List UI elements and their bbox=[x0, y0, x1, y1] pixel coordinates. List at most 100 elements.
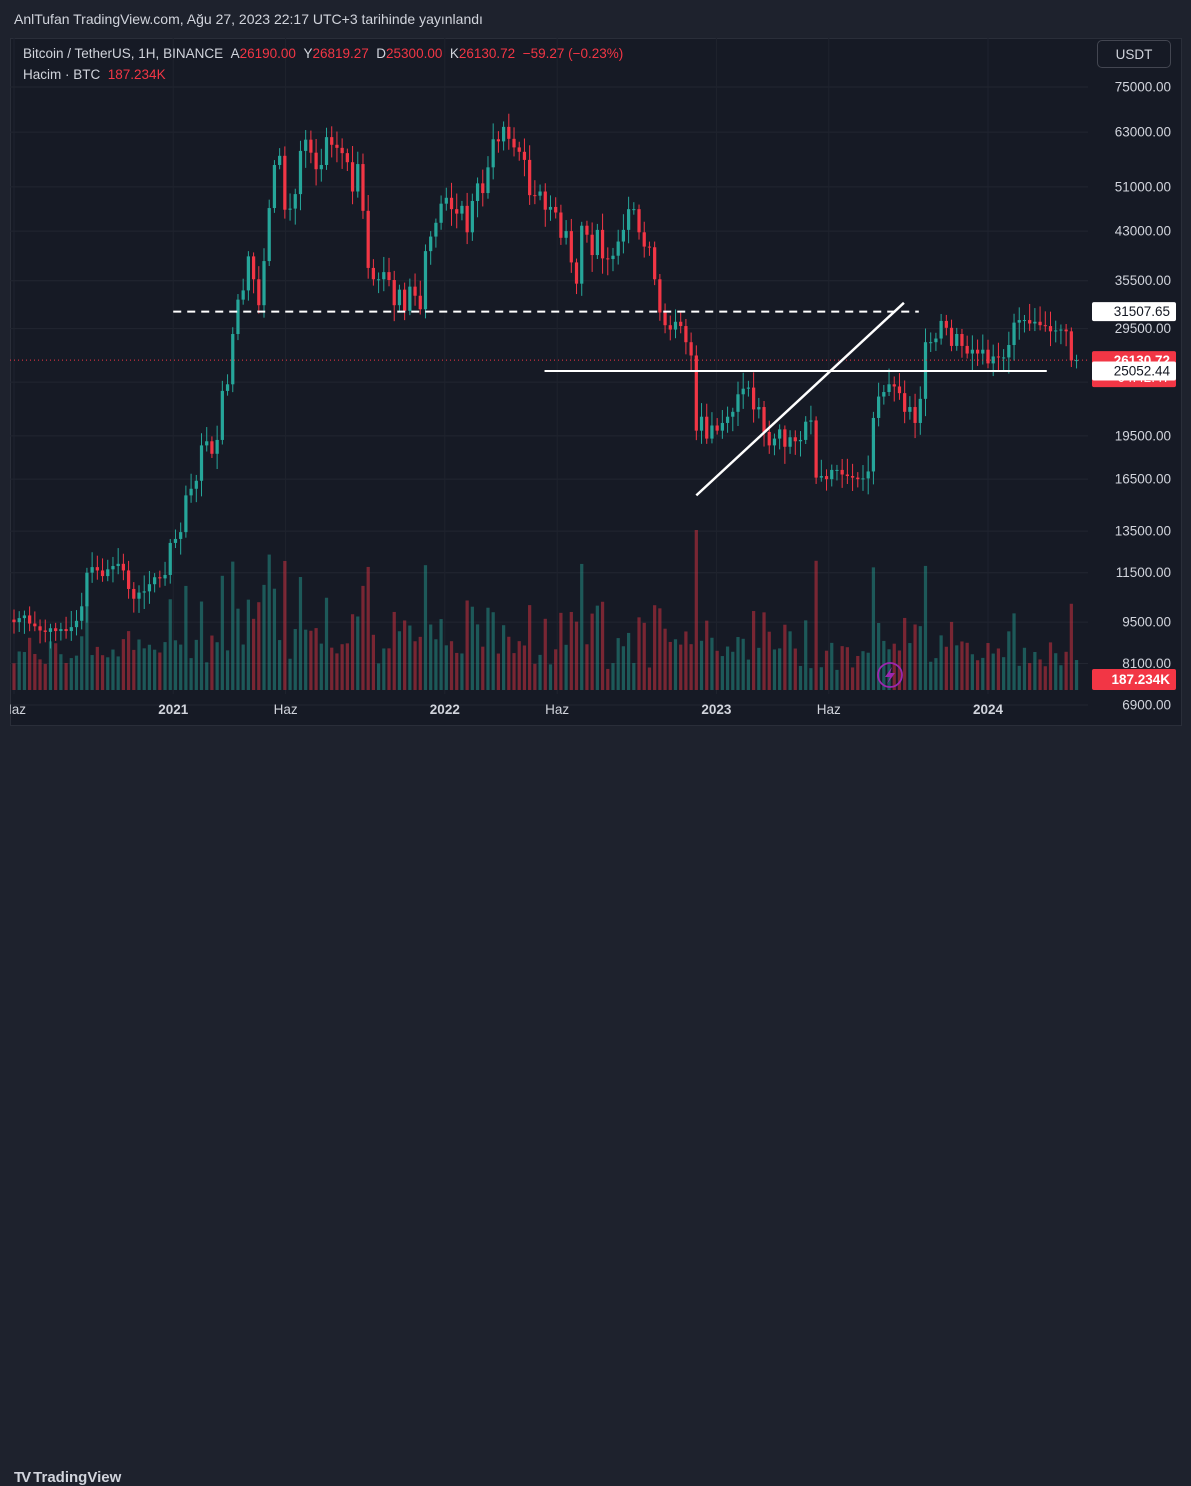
volume-bar bbox=[80, 636, 84, 690]
volume-bar bbox=[304, 629, 308, 690]
volume-bar bbox=[679, 644, 683, 690]
candle bbox=[606, 258, 610, 260]
candle bbox=[324, 137, 329, 165]
volume-bar bbox=[403, 620, 407, 690]
candle bbox=[814, 420, 818, 478]
candle bbox=[345, 153, 349, 163]
volume-label[interactable]: Hacim · BTC bbox=[23, 67, 101, 82]
candle bbox=[595, 229, 599, 256]
lightning-icon[interactable] bbox=[877, 662, 903, 688]
volume-bar bbox=[189, 658, 193, 690]
volume-bar bbox=[429, 624, 433, 690]
volume-bar bbox=[819, 667, 823, 690]
candle bbox=[33, 623, 37, 627]
volume-bar bbox=[814, 560, 818, 690]
volume-bar bbox=[153, 649, 157, 690]
volume-bar bbox=[637, 617, 641, 690]
candle bbox=[798, 439, 803, 442]
volume-bar bbox=[585, 644, 589, 690]
volume-bar bbox=[1069, 603, 1073, 690]
volume-bar bbox=[746, 659, 751, 690]
symbol-name[interactable]: Bitcoin / TetherUS, 1H, BINANCE bbox=[23, 46, 224, 61]
volume-bar bbox=[595, 605, 599, 690]
candle bbox=[1007, 344, 1011, 358]
candle bbox=[481, 183, 485, 194]
volume-bar bbox=[74, 655, 79, 690]
volume-bar bbox=[22, 652, 27, 690]
volume-bar bbox=[288, 658, 292, 690]
volume-bar bbox=[908, 643, 912, 690]
y-tick-label: 19500.00 bbox=[1115, 428, 1171, 443]
candle bbox=[528, 159, 532, 196]
volume-bar bbox=[991, 653, 995, 690]
volume-bar bbox=[830, 642, 834, 690]
volume-bar bbox=[298, 577, 303, 690]
price-chart[interactable]: 6900.00 8100.00 9500.00 11500.00 13500.00 165… bbox=[10, 38, 1182, 726]
volume-bar bbox=[871, 567, 876, 690]
volume-bar bbox=[361, 585, 365, 690]
candle bbox=[340, 147, 344, 154]
candle bbox=[689, 342, 693, 356]
candle bbox=[1074, 360, 1079, 362]
volume-bar bbox=[335, 653, 339, 690]
x-tick-label: Haz bbox=[817, 702, 841, 717]
volume-bar bbox=[293, 629, 297, 690]
candle bbox=[111, 566, 115, 570]
volume-bar bbox=[28, 637, 32, 690]
lightning-icon-ring bbox=[877, 662, 903, 688]
y-tick-label: 43000.00 bbox=[1115, 224, 1171, 239]
volume-axis-label bbox=[1092, 669, 1176, 690]
volume-bar bbox=[944, 646, 948, 690]
volume-bar bbox=[835, 669, 839, 690]
candle bbox=[554, 206, 558, 213]
candle bbox=[205, 441, 209, 446]
candle bbox=[54, 628, 58, 632]
candle bbox=[892, 384, 896, 387]
tradingview-logo[interactable]: TV TradingView bbox=[14, 1469, 121, 1486]
volume-bar bbox=[106, 657, 110, 690]
candle bbox=[944, 320, 948, 328]
candle bbox=[830, 469, 834, 480]
candle bbox=[824, 476, 829, 480]
candle bbox=[314, 152, 318, 170]
volume-bar bbox=[543, 618, 547, 690]
volume-bar bbox=[199, 601, 204, 690]
volume-bar bbox=[611, 663, 615, 690]
candle bbox=[955, 334, 959, 346]
candle bbox=[1002, 357, 1006, 359]
currency-button[interactable]: USDT bbox=[1097, 40, 1171, 68]
volume-bar bbox=[1043, 666, 1047, 690]
volume-axis-text: 187.234K bbox=[1111, 672, 1170, 687]
volume-bar bbox=[507, 636, 511, 690]
volume-bar bbox=[512, 653, 516, 690]
candle bbox=[48, 628, 53, 632]
candle bbox=[397, 289, 402, 306]
candle bbox=[616, 241, 620, 256]
candle bbox=[991, 356, 995, 364]
candle bbox=[147, 584, 152, 592]
volume-bar bbox=[658, 608, 662, 690]
candle bbox=[877, 396, 881, 418]
candle bbox=[856, 477, 860, 480]
volume-bar bbox=[913, 624, 917, 690]
candle bbox=[350, 162, 355, 192]
volume-bar bbox=[486, 607, 490, 690]
volume-bar bbox=[205, 662, 209, 690]
open-value: 26190.00 bbox=[239, 46, 296, 61]
top-bar: AnlTufan TradingView.com, Ağu 27, 2023 2… bbox=[0, 0, 1191, 38]
candle bbox=[423, 251, 428, 310]
candle bbox=[684, 326, 688, 343]
candle bbox=[663, 312, 667, 326]
candle bbox=[783, 429, 787, 447]
volume-bar bbox=[69, 658, 73, 690]
candle bbox=[95, 567, 99, 571]
candle bbox=[746, 387, 751, 389]
candle bbox=[710, 425, 714, 439]
volume-bar bbox=[142, 648, 146, 690]
candle bbox=[965, 345, 969, 354]
volume-bar bbox=[455, 652, 459, 690]
volume-bar bbox=[12, 663, 16, 690]
volume-bar bbox=[1059, 665, 1063, 690]
volume-bar bbox=[861, 651, 865, 690]
